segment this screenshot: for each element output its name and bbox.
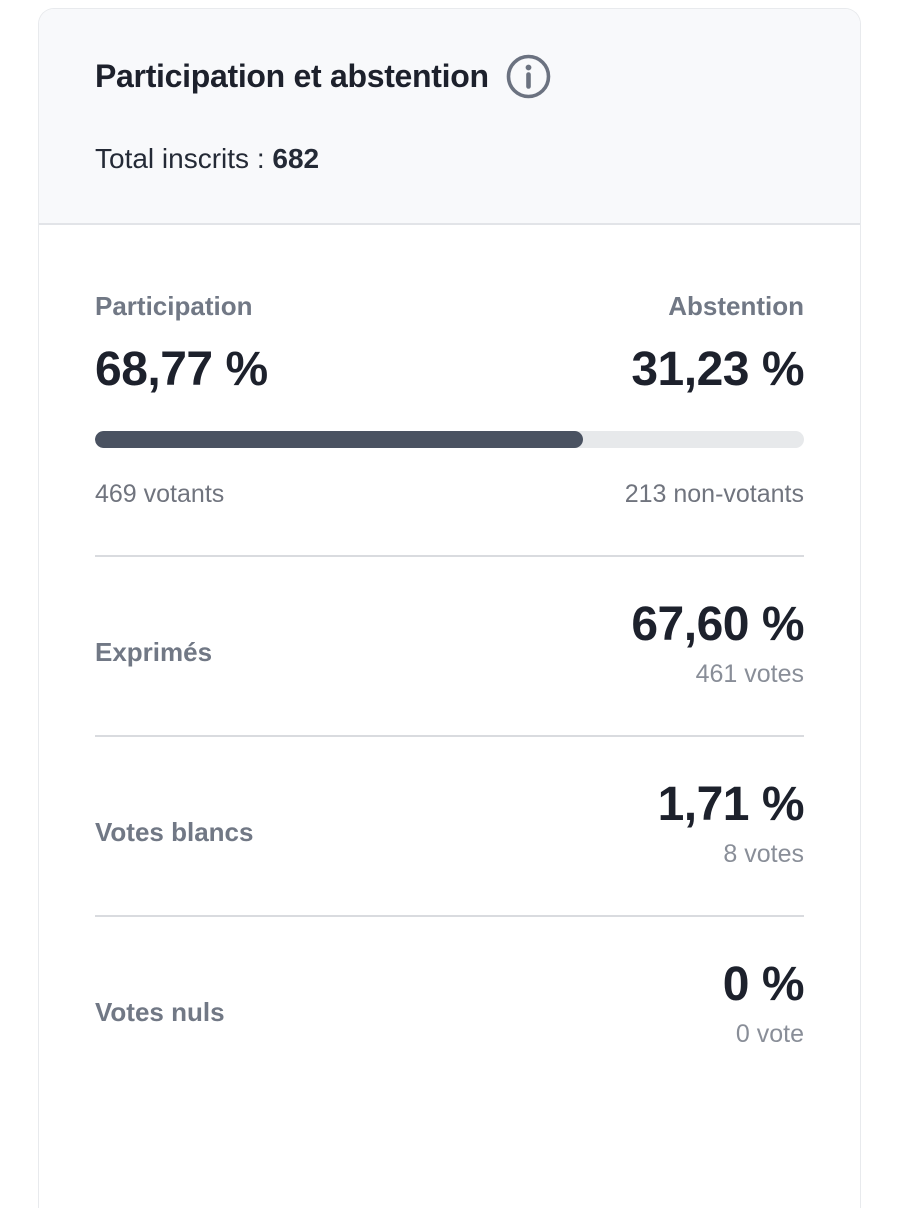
total-inscrits-value: 682 xyxy=(272,143,320,174)
votes-blancs-values: 1,71 % 8 votes xyxy=(657,777,805,869)
labels-row: Participation Abstention xyxy=(95,291,804,322)
votes-nuls-values: 0 % 0 vote xyxy=(722,957,805,1049)
divider xyxy=(95,555,804,557)
participation-bar-fill xyxy=(95,431,583,448)
percents-row: 68,77 % 31,23 % xyxy=(95,342,804,397)
participation-bar-track xyxy=(95,431,804,448)
divider xyxy=(95,915,804,917)
abstention-percent: 31,23 % xyxy=(631,343,804,396)
abstention-label: Abstention xyxy=(668,291,804,321)
votes-nuls-votes: 0 vote xyxy=(735,1020,804,1048)
votants-count: 469 votants xyxy=(95,480,225,508)
stat-row-votes-blancs: Votes blancs 1,71 % 8 votes xyxy=(95,737,805,915)
subcounts-row: 469 votants 213 non-votants xyxy=(95,480,804,509)
title-row: Participation et abstention xyxy=(95,53,804,100)
stat-row-exprimes: Exprimés 67,60 % 461 votes xyxy=(95,557,804,735)
exprimes-percent: 67,60 % xyxy=(631,598,804,651)
total-inscrits-label: Total inscrits : xyxy=(95,143,265,174)
exprimes-votes: 461 votes xyxy=(695,660,804,688)
exprimes-label: Exprimés xyxy=(95,636,213,667)
stat-row-votes-nuls: Votes nuls 0 % 0 vote xyxy=(95,917,805,1095)
divider xyxy=(95,735,804,737)
votes-nuls-label: Votes nuls xyxy=(95,996,225,1027)
participation-card: Participation et abstention Total inscri… xyxy=(38,8,861,1208)
votes-blancs-percent: 1,71 % xyxy=(657,778,805,831)
participation-percent: 68,77 % xyxy=(95,343,268,396)
total-inscrits: Total inscrits : 682 xyxy=(95,143,804,175)
exprimes-values: 67,60 % 461 votes xyxy=(631,597,804,689)
votes-blancs-votes: 8 votes xyxy=(723,840,804,868)
info-icon[interactable] xyxy=(505,53,552,100)
card-body: Participation Abstention 68,77 % 31,23 %… xyxy=(39,225,860,1095)
votes-blancs-label: Votes blancs xyxy=(95,816,254,847)
participation-section: Participation Abstention 68,77 % 31,23 %… xyxy=(95,225,804,555)
non-votants-count: 213 non-votants xyxy=(624,480,804,508)
page-title: Participation et abstention xyxy=(95,58,489,94)
votes-nuls-percent: 0 % xyxy=(722,958,805,1011)
participation-label: Participation xyxy=(95,291,253,321)
card-header: Participation et abstention Total inscri… xyxy=(39,9,860,225)
